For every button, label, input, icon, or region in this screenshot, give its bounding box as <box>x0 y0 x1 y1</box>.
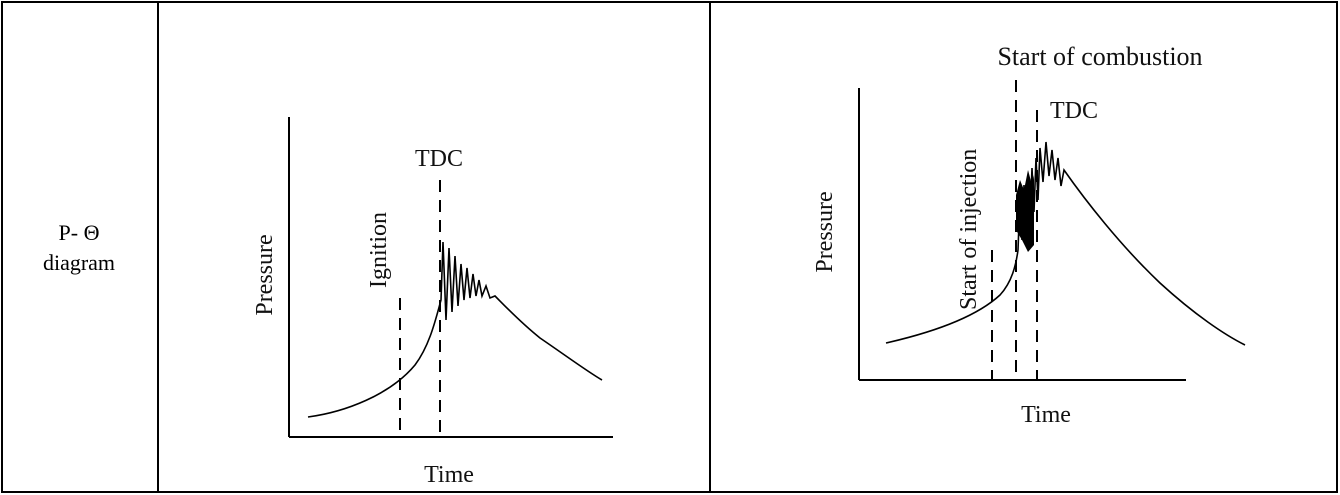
left-pressure-curve <box>307 241 603 418</box>
right-tdc-label: TDC <box>1050 98 1098 124</box>
right-pressure-curve <box>885 141 1246 346</box>
row-label-cell: P- Θ diagram <box>0 0 158 495</box>
right-combustion-label: Start of combustion <box>997 42 1202 71</box>
left-pressure-diagram: TDC Ignition Pressure Time <box>252 117 613 488</box>
right-combustion-burst <box>1016 170 1034 252</box>
right-xlabel: Time <box>1021 402 1071 428</box>
right-injection-label: Start of injection <box>956 149 982 310</box>
row-label-line2: diagram <box>42 249 116 275</box>
left-xlabel: Time <box>424 462 474 488</box>
left-ylabel: Pressure <box>252 234 278 315</box>
left-tdc-label: TDC <box>415 146 463 172</box>
right-ylabel: Pressure <box>812 191 838 272</box>
left-ignition-label: Ignition <box>366 212 392 288</box>
row-label-line1: P- Θ <box>58 219 100 245</box>
right-pressure-diagram: Start of combustion TDC Start of injecti… <box>812 42 1246 428</box>
